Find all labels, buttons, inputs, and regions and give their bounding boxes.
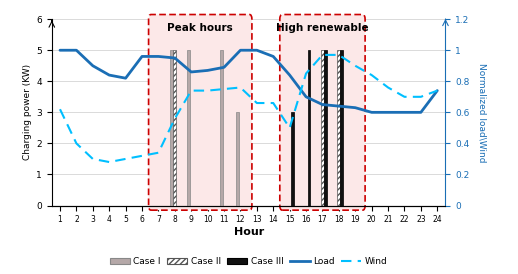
Y-axis label: Charging power (KW): Charging power (KW) — [23, 64, 32, 160]
FancyBboxPatch shape — [280, 15, 365, 210]
Bar — [236, 112, 239, 206]
Bar — [220, 50, 223, 205]
X-axis label: Hour: Hour — [234, 227, 264, 237]
FancyBboxPatch shape — [149, 15, 252, 210]
Bar — [321, 50, 324, 205]
Bar — [324, 50, 327, 205]
Text: High renewable: High renewable — [276, 23, 369, 33]
Bar — [308, 50, 310, 205]
Bar — [337, 50, 340, 205]
Legend: Case I, Case II, Case III, Load, Wind: Case I, Case II, Case III, Load, Wind — [106, 253, 391, 270]
Bar — [187, 50, 190, 205]
Bar — [170, 50, 174, 205]
Bar — [174, 50, 176, 205]
Bar — [340, 50, 343, 205]
Text: Peak hours: Peak hours — [167, 23, 233, 33]
Y-axis label: Normalized load\Wind: Normalized load\Wind — [477, 62, 486, 162]
Bar — [291, 112, 294, 206]
